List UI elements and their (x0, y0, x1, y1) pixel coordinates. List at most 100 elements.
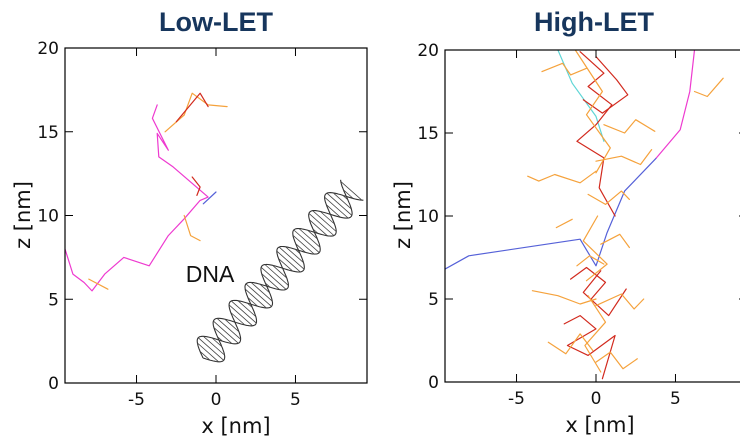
high-let-track-17 (574, 50, 611, 174)
dna-base-pair (213, 320, 239, 344)
high-let-track-10 (541, 62, 588, 76)
dna-strand-2 (196, 192, 364, 359)
high-let-y-tick-label: 10 (417, 207, 439, 227)
high-let-track-0 (445, 157, 658, 270)
dna-helix (196, 179, 364, 363)
dna-base-pair (197, 337, 224, 361)
dna-base-pair (247, 302, 253, 308)
dna-base-pair (260, 267, 287, 290)
dna-strand-1 (202, 179, 353, 363)
low-let-track-4 (88, 278, 109, 290)
low-let-track-3 (175, 92, 209, 123)
high-let-track-4 (582, 55, 629, 114)
high-let-track-23 (600, 233, 631, 249)
dna-base-pair (308, 213, 335, 236)
dna-base-pair (333, 192, 352, 210)
dna-base-pair (272, 265, 287, 279)
dna-base-pair (213, 327, 233, 344)
high-let-track-16 (595, 351, 638, 370)
dna-base-pair (211, 337, 223, 347)
dna-base-pair (324, 196, 349, 219)
low-let-y-tick-label: 20 (37, 39, 59, 59)
low-let-y-axis-label: z [nm] (11, 181, 35, 249)
high-let-track-14 (595, 293, 645, 310)
low-let-track-6 (183, 214, 201, 242)
high-let-x-axis-label: x [nm] (565, 413, 634, 437)
dna-label: DNA (186, 261, 235, 287)
high-let-track-2 (557, 50, 605, 142)
dna-base-pair (312, 210, 337, 232)
dna-base-pair (340, 181, 363, 201)
high-let-track-15 (547, 333, 594, 355)
panel-title-high-let: High-LET (534, 7, 654, 37)
high-let-track-9 (595, 149, 653, 166)
high-let-y-axis-label: z [nm] (391, 181, 415, 249)
dna-base-pair (231, 300, 257, 324)
low-let-ticks: -5 0 5 0 5 10 15 20 (37, 39, 367, 410)
high-let-track-6 (582, 270, 627, 317)
high-let-x-tick-label: 0 (591, 389, 602, 409)
high-let-y-tick-label: 20 (417, 41, 439, 61)
low-let-track-0 (65, 104, 209, 292)
high-let-y-tick-label: 5 (428, 290, 439, 310)
dna-base-pair (245, 283, 272, 307)
dna-base-pair (230, 312, 246, 326)
dna-base-pair (278, 258, 293, 272)
dna-base-pair (292, 235, 315, 255)
dna-base-pair (278, 246, 305, 270)
dna-base-pair (276, 250, 301, 273)
high-let-track-1 (655, 50, 696, 159)
dna-base-pair (261, 273, 280, 290)
dna-base-pair (285, 246, 304, 263)
low-let-plot: DNA -5 0 5 0 5 10 15 20 x [nm] z [nm] (11, 39, 368, 438)
low-let-x-tick-label: 0 (211, 390, 222, 410)
low-let-x-axis-label: x [nm] (201, 414, 270, 438)
dna-base-pair (342, 194, 349, 201)
high-let-track-7 (569, 266, 607, 300)
high-let-y-tick-label: 15 (417, 124, 439, 144)
dna-base-pair (224, 318, 240, 332)
dna-base-pair (320, 211, 335, 225)
dna-base-pair (259, 283, 270, 294)
high-let-track-22 (555, 218, 573, 229)
high-let-plot: -5 0 5 0 5 10 15 20 x [nm] z [nm] (391, 41, 740, 437)
dna-base-pair (244, 288, 267, 309)
dna-base-pair (228, 304, 253, 327)
high-let-track-8 (527, 170, 597, 184)
panel-title-low-let: Low-LET (159, 7, 273, 37)
dna-base-pair (217, 336, 223, 342)
dna-base-pair (247, 297, 258, 307)
dna-base-pair (298, 228, 321, 248)
dna-base-pair (326, 192, 353, 216)
high-let-track-13 (531, 290, 597, 305)
low-let-y-tick-label: 0 (48, 374, 59, 394)
dna-base-pair (326, 204, 341, 218)
low-let-track-5 (191, 176, 201, 196)
high-let-track-5 (563, 315, 616, 380)
low-let-x-tick-label: 5 (290, 390, 301, 410)
low-let-tracks (65, 92, 228, 292)
dna-base-pair (293, 229, 320, 253)
high-let-tracks (445, 50, 724, 380)
high-let-x-tick-label: -5 (508, 389, 525, 409)
dna-base-pair (309, 219, 328, 237)
high-let-track-11 (603, 119, 656, 134)
dna-base-pair (237, 300, 257, 317)
dna-base-pair (294, 248, 301, 254)
dna-base-pair (295, 243, 306, 253)
high-let-y-tick-label: 0 (428, 373, 439, 393)
high-let-track-18 (582, 215, 608, 282)
low-let-y-tick-label: 5 (48, 290, 59, 310)
low-let-y-tick-label: 15 (37, 123, 59, 143)
low-let-track-1 (202, 191, 217, 205)
dna-base-pair (307, 229, 318, 240)
high-let-track-12 (587, 190, 631, 205)
high-let-ticks: -5 0 5 0 5 10 15 20 (417, 41, 740, 409)
low-let-track-2 (164, 92, 228, 133)
dna-base-pair (250, 282, 273, 302)
dna-base-pair (203, 336, 225, 356)
dna-base-pair (197, 342, 219, 363)
high-let-track-3 (576, 51, 616, 217)
high-let-track-21 (576, 255, 605, 267)
